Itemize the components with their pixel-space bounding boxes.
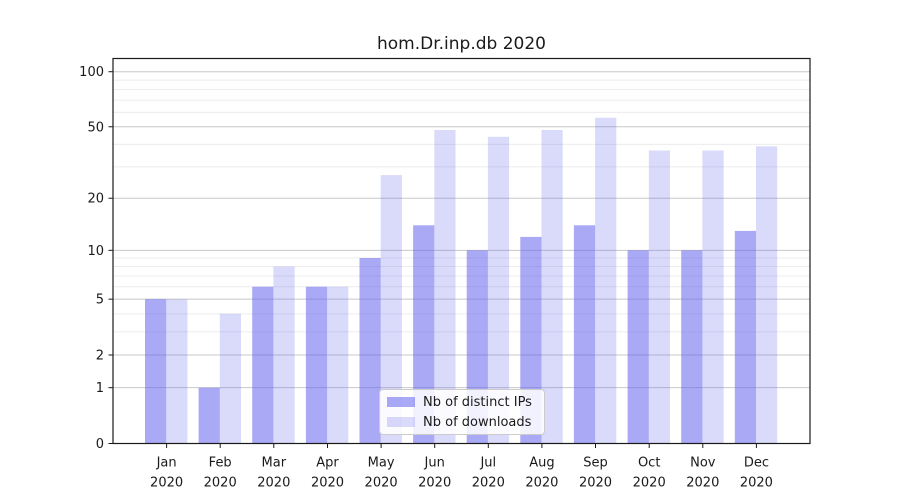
x-tick-label: Oct 2020 (633, 456, 666, 491)
y-tick-label: 1 (96, 381, 104, 396)
x-tick-label: Jul 2020 (472, 456, 505, 491)
x-tick-label: Jun 2020 (418, 456, 451, 491)
x-tick-label: Dec 2020 (740, 456, 773, 491)
x-tick-label: Apr 2020 (311, 456, 344, 491)
x-tick-label: Feb 2020 (204, 456, 237, 491)
bar-distinct-ips (413, 225, 435, 444)
legend-swatch-distinct-ips (387, 397, 415, 407)
bar-downloads (380, 175, 402, 444)
legend: Nb of distinct IPs Nb of downloads (379, 389, 545, 435)
x-tick-label: May 2020 (365, 456, 398, 491)
y-tick-label: 0 (96, 437, 104, 452)
bar-downloads (595, 117, 617, 444)
bar-distinct-ips (305, 286, 328, 444)
bar-distinct-ips (359, 258, 381, 444)
legend-item-downloads: Nb of downloads (387, 415, 544, 430)
y-tick-label: 2 (96, 349, 104, 364)
bar-distinct-ips (198, 387, 220, 444)
bar-distinct-ips (681, 250, 703, 444)
bar-distinct-ips (734, 230, 756, 444)
bar-downloads (327, 286, 349, 444)
plot-border (112, 57, 811, 445)
bar-downloads (648, 150, 670, 444)
y-tick-label: 5 (96, 293, 104, 308)
x-tick-label: Jan 2020 (150, 456, 183, 491)
y-tick-label: 20 (87, 192, 104, 207)
legend-swatch-downloads (387, 417, 415, 427)
bar-distinct-ips (627, 250, 649, 444)
bar-downloads (166, 299, 188, 444)
x-tick-label: Aug 2020 (525, 456, 558, 491)
legend-label-downloads: Nb of downloads (423, 414, 532, 430)
bar-downloads (273, 266, 295, 444)
bar-downloads (219, 313, 241, 444)
bar-distinct-ips (573, 225, 596, 444)
legend-label-distinct-ips: Nb of distinct IPs (423, 394, 532, 410)
bar-downloads (487, 136, 510, 444)
legend-item-distinct-ips: Nb of distinct IPs (387, 395, 544, 410)
bar-distinct-ips (252, 286, 274, 444)
bar-downloads (541, 130, 563, 444)
x-tick-label: Nov 2020 (686, 456, 719, 491)
bar-distinct-ips (145, 299, 167, 444)
bar-downloads (434, 130, 456, 444)
y-tick-label: 100 (79, 65, 104, 80)
x-tick-label: Sep 2020 (579, 456, 612, 491)
y-tick-label: 10 (87, 244, 104, 259)
bar-downloads (756, 146, 778, 444)
bar-downloads (702, 150, 724, 444)
x-tick-label: Mar 2020 (257, 456, 290, 491)
chart-title: hom.Dr.inp.db 2020 (376, 34, 546, 54)
y-tick-label: 50 (87, 120, 104, 135)
